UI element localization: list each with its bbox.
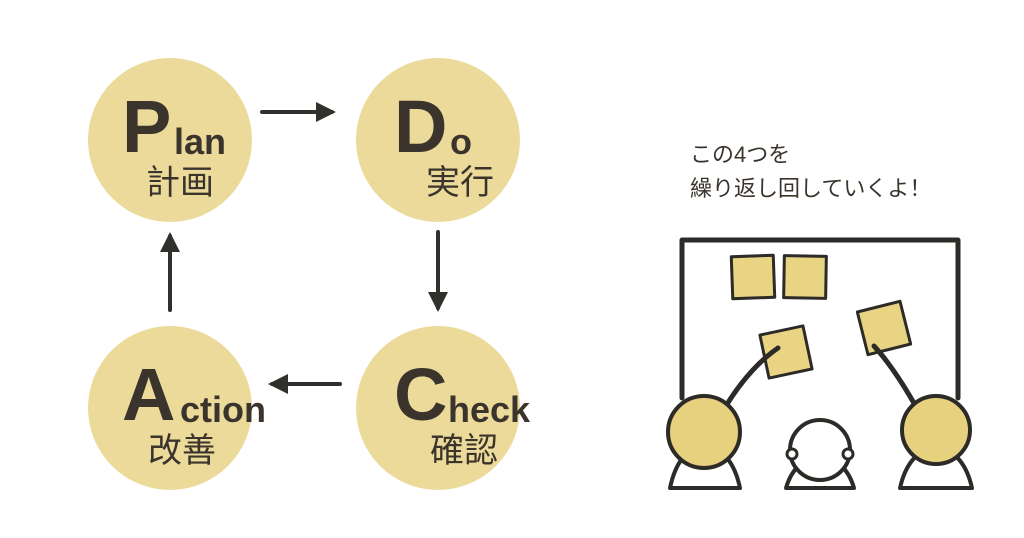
- sticky-note-4: [857, 301, 910, 354]
- sticky-note-1: [731, 255, 774, 298]
- node-action-rest: ction: [180, 392, 266, 428]
- node-plan-letter: P: [122, 90, 171, 164]
- sticky-note-2: [784, 256, 827, 299]
- node-do-jp: 実行: [426, 166, 494, 200]
- node-action: A ction 改善: [88, 326, 252, 490]
- person-center-head: [790, 420, 850, 480]
- person-left-head: [668, 396, 740, 468]
- node-do-rest: o: [450, 124, 472, 160]
- pdca-diagram: P lan 計画 D o 実行 C heck 確認 A ction 改善 この4…: [0, 0, 1024, 538]
- node-check-letter: C: [394, 358, 447, 432]
- person-right-head: [902, 396, 970, 464]
- node-check-jp: 確認: [430, 434, 498, 468]
- team-illustration: [660, 220, 980, 490]
- node-plan: P lan 計画: [88, 58, 252, 222]
- caption-line1: この4つを: [690, 138, 931, 172]
- node-check-rest: heck: [448, 392, 530, 428]
- node-plan-rest: lan: [174, 124, 226, 160]
- node-check: C heck 確認: [356, 326, 520, 490]
- caption: この4つを 繰り返し回していくよ！: [690, 138, 931, 206]
- node-plan-jp: 計画: [146, 166, 214, 200]
- sticky-note-3: [760, 326, 812, 378]
- node-do: D o 実行: [356, 58, 520, 222]
- node-do-letter: D: [394, 90, 447, 164]
- node-action-jp: 改善: [148, 434, 216, 468]
- caption-line2: 繰り返し回していくよ！: [690, 172, 931, 206]
- node-action-letter: A: [122, 358, 175, 432]
